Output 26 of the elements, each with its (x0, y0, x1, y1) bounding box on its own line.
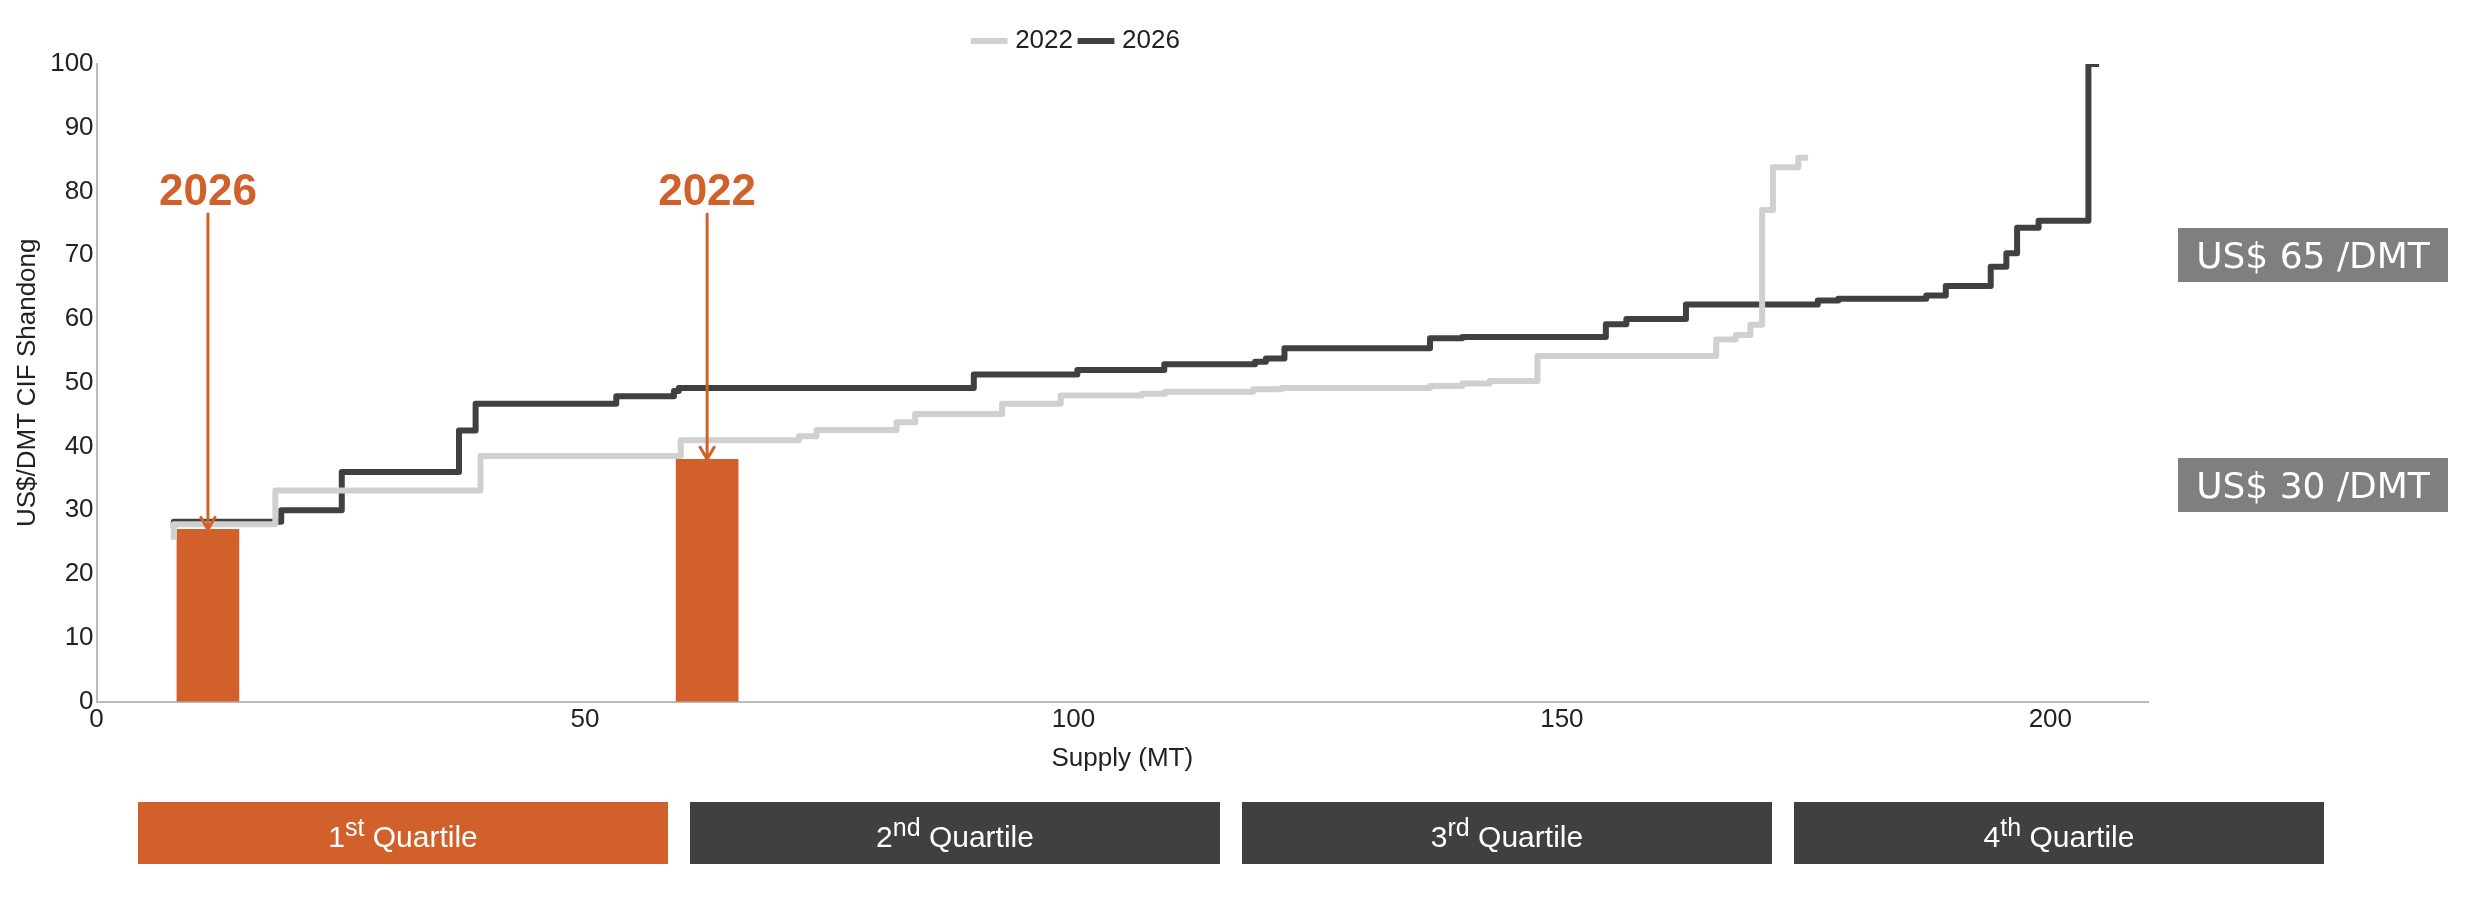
y-axis-title: US$/DMT CIF Shandong (10, 238, 41, 528)
x-tick-label: 50 (570, 703, 600, 734)
legend-label: 2022 (1015, 24, 1073, 55)
x-axis-title: Supply (MT) (1051, 741, 1194, 772)
text: 3$^{rd}$ Quartile (1430, 812, 1584, 854)
text: 1$^{st}$ Quartile (328, 812, 478, 854)
y-tick-label: 90 (64, 110, 94, 141)
text: US$ 30 /DMT (2178, 458, 2448, 512)
y-tick-label: 40 (64, 429, 94, 460)
y-tick-label: 80 (64, 174, 94, 205)
legend-label: 2026 (1122, 24, 1180, 55)
x-tick-label: 150 (1540, 703, 1584, 734)
text: 2$^{nd}$ Quartile (876, 812, 1034, 854)
y-tick-label: 20 (64, 557, 94, 588)
y-tick-label: 30 (64, 493, 94, 524)
y-tick-label: 50 (64, 365, 94, 396)
y-tick-label: 100 (50, 47, 94, 78)
x-tick-label: 100 (1051, 703, 1096, 734)
y-tick-label: 70 (64, 238, 94, 269)
annotation: 2026 (158, 165, 258, 214)
x-tick-label: 200 (2028, 703, 2073, 734)
y-tick-label: 60 (64, 302, 94, 333)
y-tick-label: 10 (64, 621, 94, 652)
annotation: 2022 (657, 165, 758, 214)
text: US$ 65 /DMT (2178, 228, 2448, 282)
text: 4$^{th}$ Quartile (1983, 812, 2135, 854)
